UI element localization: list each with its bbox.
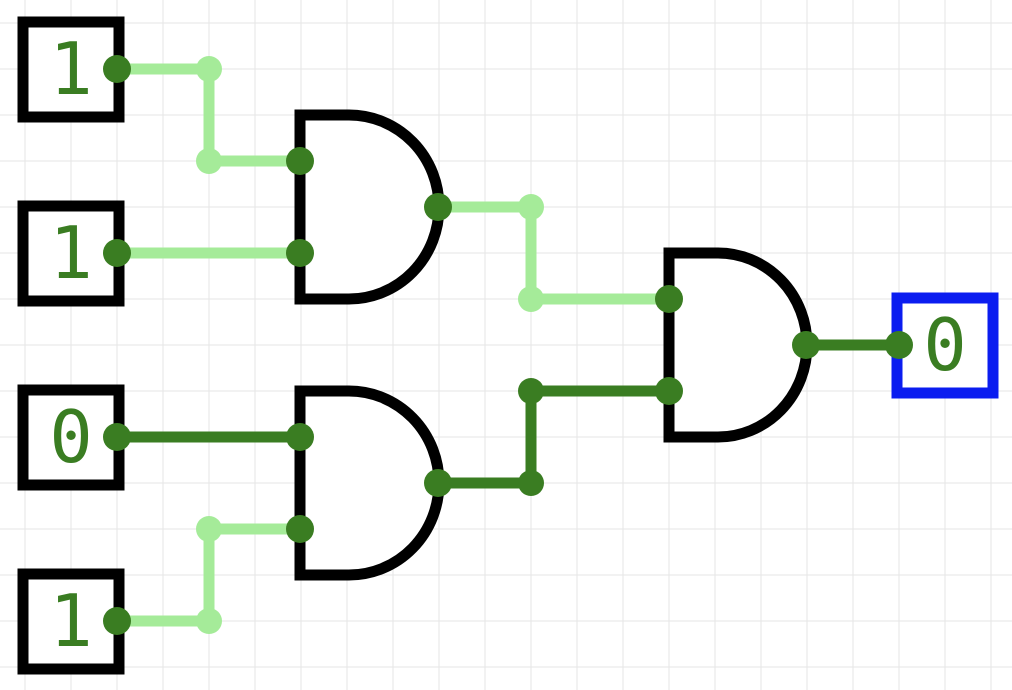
input-switch-box: [17, 16, 125, 123]
and-gate-1-input-b-pin[interactable]: [286, 239, 314, 267]
and-gate-1[interactable]: [294, 109, 445, 305]
input-switch-1[interactable]: 1: [17, 16, 125, 123]
input-1-output-pin[interactable]: [103, 55, 131, 83]
and-gate-3[interactable]: [663, 247, 813, 443]
input-3-output-pin[interactable]: [103, 423, 131, 451]
input-switch-4[interactable]: 1: [17, 568, 125, 675]
junction-dot: [196, 516, 222, 542]
output-value: 0: [923, 303, 966, 387]
junction-dot: [518, 470, 544, 496]
and-gate-3-output-pin[interactable]: [792, 331, 820, 359]
and-gate-2[interactable]: [294, 385, 445, 581]
and-gate-1-input-a-pin[interactable]: [286, 147, 314, 175]
input-value-1: 1: [49, 27, 92, 111]
and-gate-1-output-pin[interactable]: [424, 193, 452, 221]
wire-junctions: [196, 56, 544, 634]
output-probe[interactable]: 0: [891, 292, 999, 399]
junction-dot: [196, 608, 222, 634]
junction-dot: [518, 194, 544, 220]
wire-and1-to-and3[interactable]: [432, 201, 675, 305]
wire-and2-to-and3[interactable]: [432, 385, 675, 489]
junction-dot: [196, 56, 222, 82]
and-gate-2-output-pin[interactable]: [424, 469, 452, 497]
connection-pins: [103, 55, 913, 635]
input-switch-3[interactable]: 0: [17, 384, 125, 491]
junction-dot: [518, 378, 544, 404]
junction-dot: [518, 286, 544, 312]
output-probe-input-pin[interactable]: [885, 331, 913, 359]
input-4-output-pin[interactable]: [103, 607, 131, 635]
and-gate-3-input-b-pin[interactable]: [655, 377, 683, 405]
wire-in1-to-and1[interactable]: [111, 63, 306, 167]
input-value-2: 1: [49, 211, 92, 295]
wires: [111, 63, 905, 627]
junction-dot: [196, 148, 222, 174]
input-value-4: 1: [49, 579, 92, 663]
and-gate-2-input-b-pin[interactable]: [286, 515, 314, 543]
input-switch-box: [17, 568, 125, 675]
gates: [294, 109, 813, 581]
and-gate-3-input-a-pin[interactable]: [655, 285, 683, 313]
wire-in4-to-and2[interactable]: [111, 523, 306, 627]
input-value-3: 0: [49, 395, 92, 479]
and-gate-2-input-a-pin[interactable]: [286, 423, 314, 451]
output-probe-box: [891, 292, 999, 399]
input-2-output-pin[interactable]: [103, 239, 131, 267]
input-switches: 1 1 0 1: [17, 16, 125, 675]
